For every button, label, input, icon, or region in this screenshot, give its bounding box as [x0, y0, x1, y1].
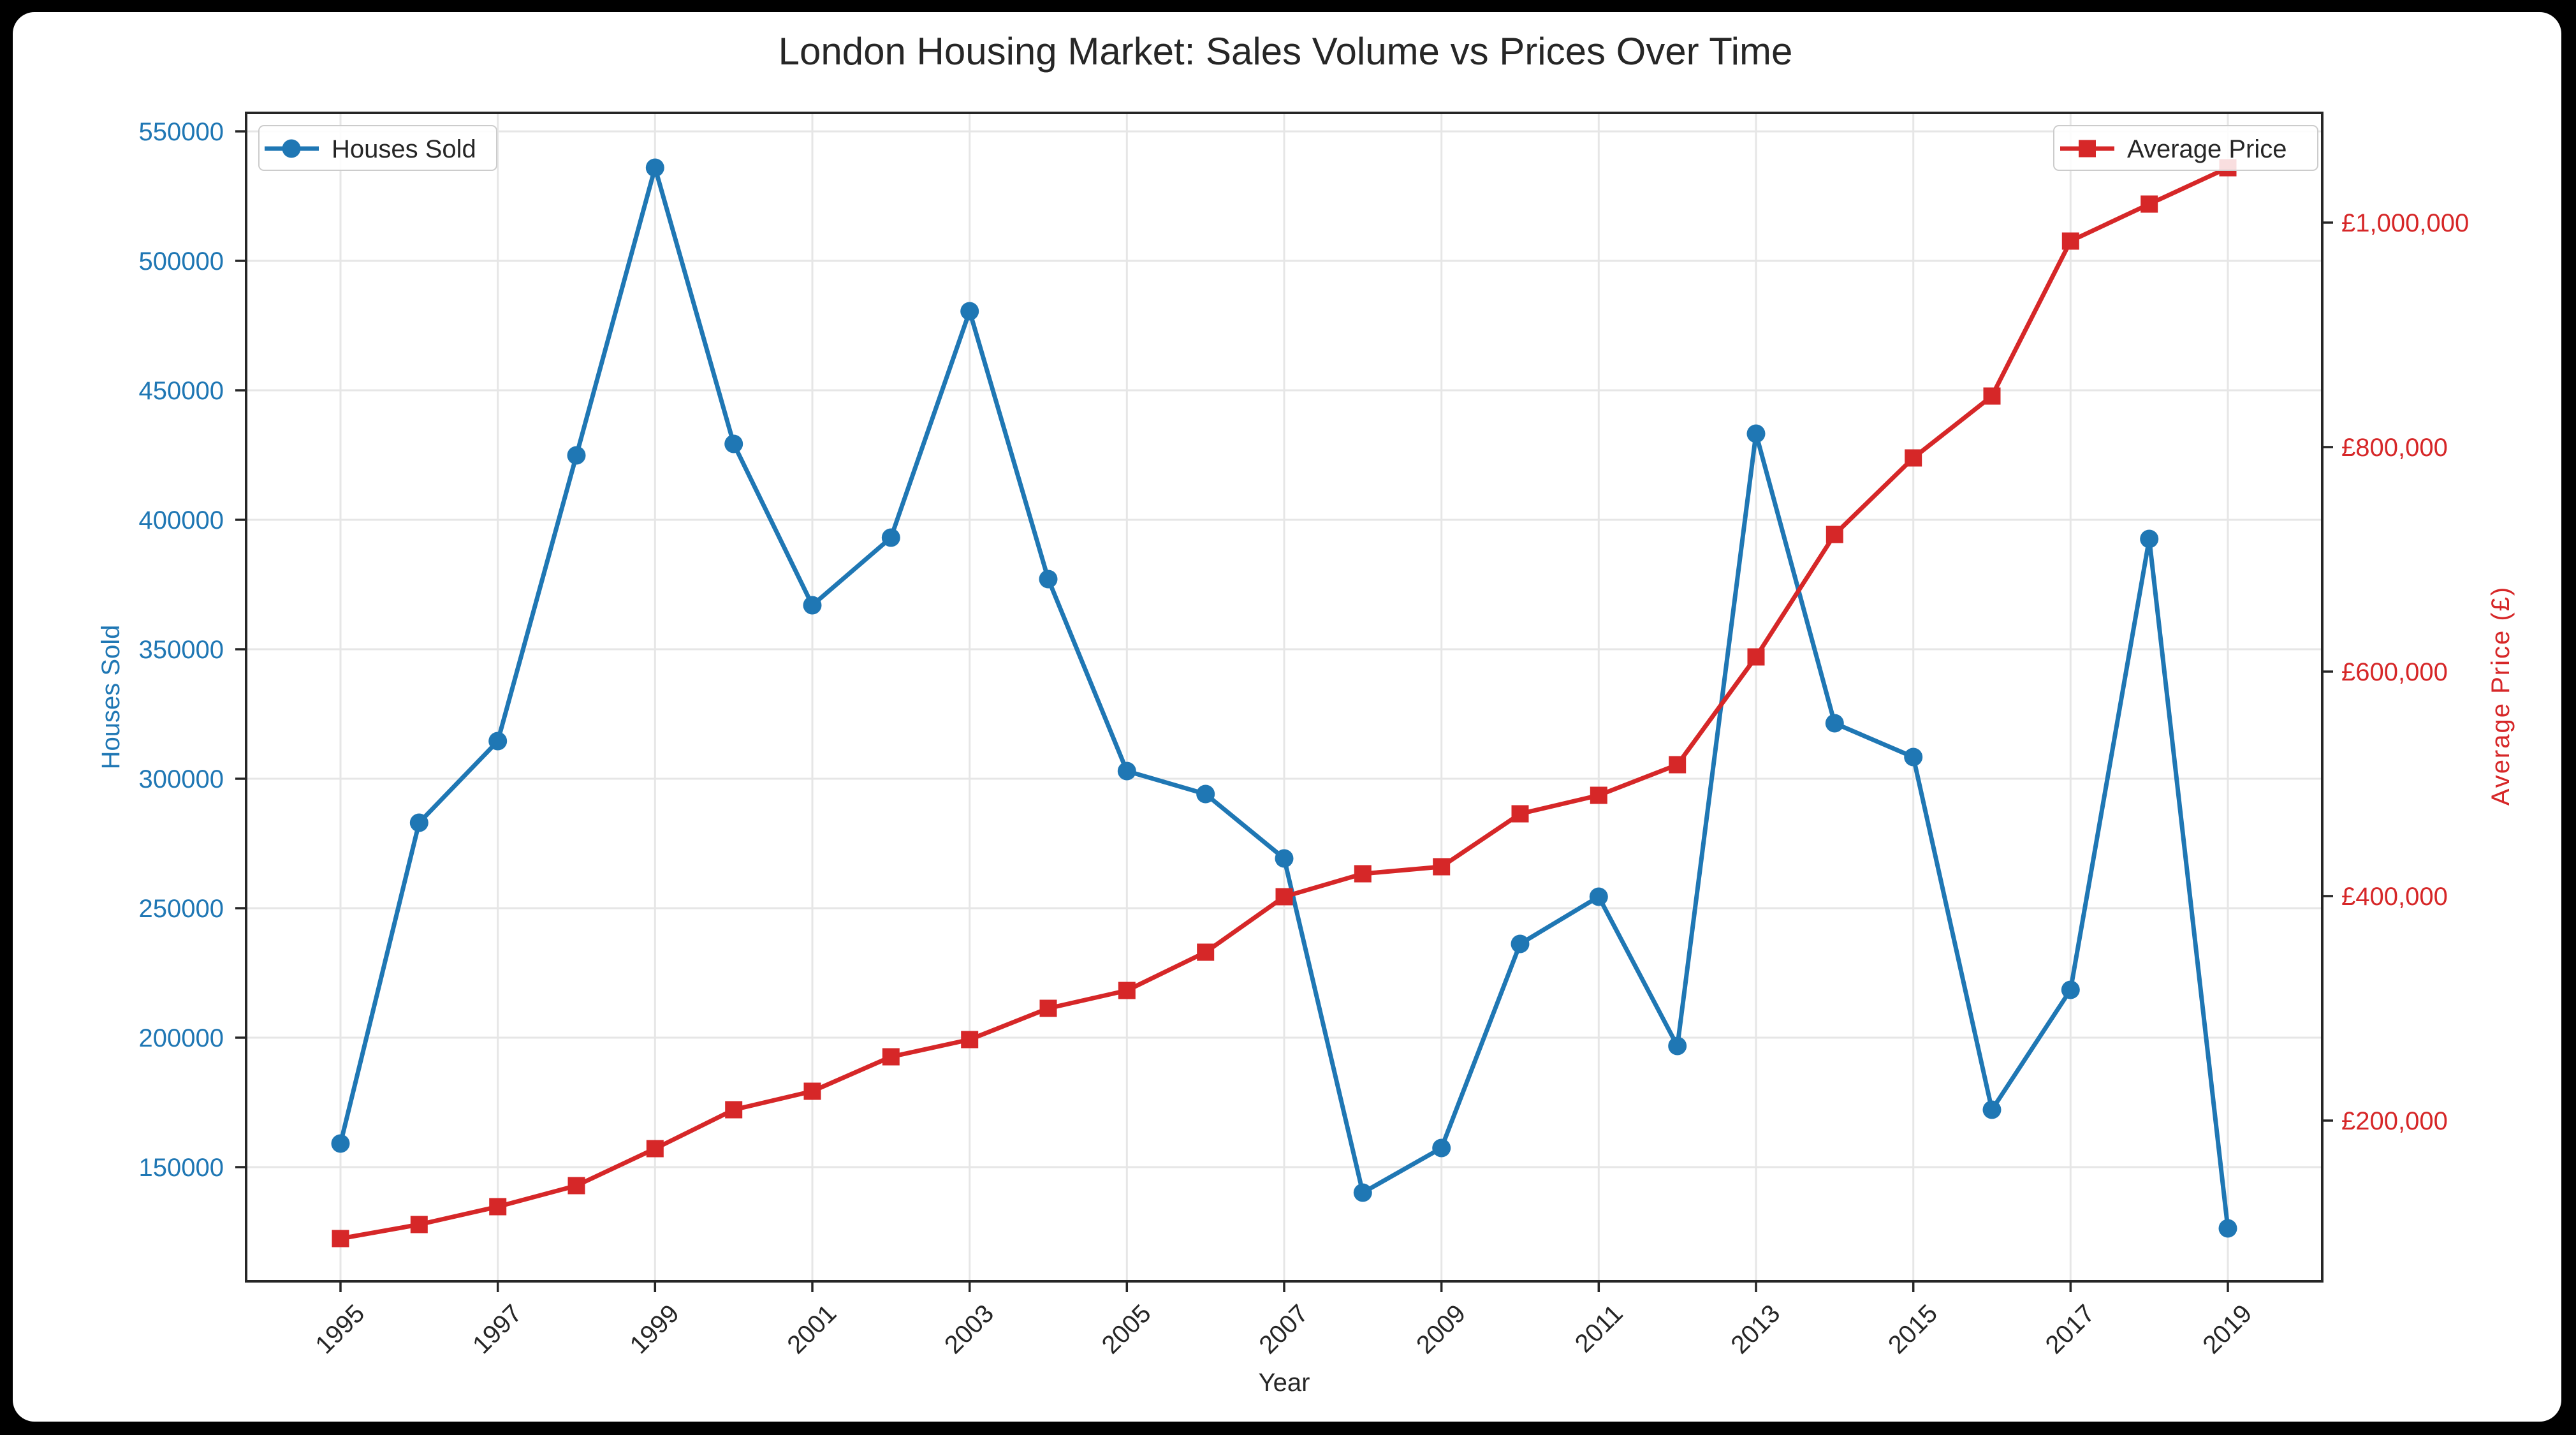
svg-text:550000: 550000 [139, 118, 224, 146]
svg-text:London Housing Market: Sales V: London Housing Market: Sales Volume vs P… [779, 30, 1793, 73]
svg-text:Houses Sold: Houses Sold [332, 135, 476, 163]
svg-text:150000: 150000 [139, 1154, 224, 1182]
svg-text:£800,000: £800,000 [2341, 434, 2448, 462]
svg-text:Year: Year [1259, 1369, 1310, 1397]
svg-text:350000: 350000 [139, 636, 224, 664]
svg-text:£400,000: £400,000 [2341, 883, 2448, 911]
svg-text:450000: 450000 [139, 377, 224, 405]
svg-text:£1,000,000: £1,000,000 [2341, 209, 2469, 237]
svg-text:£200,000: £200,000 [2341, 1107, 2448, 1135]
svg-text:500000: 500000 [139, 247, 224, 276]
svg-text:£600,000: £600,000 [2341, 658, 2448, 686]
svg-text:Average Price: Average Price [2127, 135, 2287, 163]
svg-text:300000: 300000 [139, 765, 224, 793]
svg-text:250000: 250000 [139, 895, 224, 923]
svg-text:400000: 400000 [139, 506, 224, 534]
svg-text:Houses Sold: Houses Sold [97, 625, 125, 770]
svg-text:Average Price (£): Average Price (£) [2487, 586, 2515, 806]
svg-text:200000: 200000 [139, 1024, 224, 1052]
